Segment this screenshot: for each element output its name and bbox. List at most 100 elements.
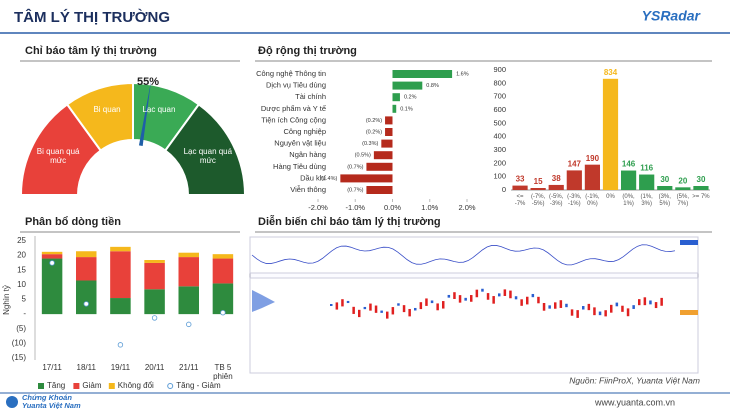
value-label: 0.1%: [400, 106, 413, 112]
image-candle: [453, 292, 456, 299]
bar: [392, 104, 397, 113]
bar: [392, 81, 423, 90]
bar: [373, 151, 393, 160]
value-label: 116: [640, 164, 653, 173]
x-tick-label: 17/11: [42, 363, 62, 372]
net-point: [83, 301, 89, 307]
image-candle: [447, 294, 451, 298]
image-candle: [531, 293, 535, 298]
net-point: [220, 309, 226, 316]
image-candle: [514, 296, 518, 300]
y-tick-label: 5: [22, 295, 27, 304]
bar-segment: [41, 254, 63, 259]
image-candle: [419, 302, 423, 310]
gauge-zone-label: Bi quan quá mức: [36, 146, 80, 165]
y-tick-label: -: [23, 309, 26, 318]
y-tick-label: (5): [16, 324, 26, 333]
image-candles: [252, 288, 663, 319]
category-label: Viễn thông: [290, 185, 326, 194]
image-candle: [520, 299, 523, 306]
bar-segment: [110, 298, 131, 315]
bar: [620, 170, 637, 190]
image-candle: [330, 304, 333, 306]
bar: [385, 116, 393, 125]
bar-segment: [144, 262, 165, 290]
x-tick-label: 1.0%: [421, 203, 438, 212]
bar: [392, 93, 400, 102]
panel-title: Độ rộng thị trường: [258, 45, 357, 57]
bar-segment: [41, 258, 63, 315]
legend-label: Tăng - Giảm: [176, 381, 221, 390]
x-tick-label: -2.0%: [308, 203, 328, 212]
source: Nguồn: FiinProX, Yuanta Việt Nam: [569, 375, 700, 385]
image-candle: [537, 296, 540, 304]
y-tick-label: 300: [493, 145, 506, 154]
bar-segment: [110, 251, 131, 299]
image-candle: [660, 297, 663, 306]
image-candle: [481, 288, 484, 292]
bar-segment: [212, 254, 234, 259]
value-label: 30: [660, 175, 669, 184]
bar-segment: [76, 251, 97, 258]
image-candle: [565, 303, 568, 308]
y-tick-label: 600: [493, 105, 506, 114]
url: www.yuanta.com.vn: [594, 397, 675, 407]
net-point: [117, 342, 124, 348]
image-candle: [649, 300, 652, 305]
company-name: Chứng Khoán: [22, 393, 72, 402]
image-candle: [464, 297, 467, 301]
bar-segment: [212, 258, 234, 284]
gauge-zone-label: Lạc quan: [142, 105, 176, 115]
x-tick-label: (3%, 5%): [658, 194, 671, 207]
x-tick-label: 0.0%: [384, 203, 401, 212]
gauge-zone-label: Lạc quan quá mức: [183, 146, 233, 165]
image-candle: [593, 307, 596, 316]
y-tick-label: 200: [493, 158, 506, 167]
category-label: Tài chính: [295, 92, 326, 101]
image-candle: [486, 293, 490, 300]
x-tick-label: 0%: [606, 194, 615, 200]
legend-swatch: [38, 383, 44, 389]
y-tick-label: 10: [17, 280, 26, 289]
panel-title: Chỉ báo tâm lý thị trường: [25, 45, 157, 57]
image-candle: [615, 302, 619, 307]
image-candle: [369, 303, 372, 311]
category-label: Nguyên vật liệu: [274, 139, 326, 148]
bar-segment: [76, 257, 97, 281]
bar: [366, 162, 393, 171]
x-tick-label: 2.0%: [458, 203, 475, 212]
image-candle: [582, 306, 585, 310]
technical-chart-image: [249, 236, 699, 374]
x-tick-label: 19/11: [110, 363, 131, 372]
category-label: Công nghệ Thông tin: [256, 69, 326, 78]
value-label: 15: [534, 177, 543, 186]
image-candle: [470, 295, 473, 302]
value-label: (1.4%): [321, 176, 337, 182]
image-candle: [391, 307, 395, 315]
net-point: [151, 315, 158, 321]
value-label: 834: [604, 68, 618, 77]
image-candle: [503, 289, 507, 296]
image-candle: [430, 300, 434, 304]
bar: [530, 188, 546, 190]
legend-swatch: [73, 383, 80, 389]
bar: [381, 139, 393, 148]
image-subpanel: [249, 277, 699, 374]
category-label: Hàng Tiêu dùng: [273, 162, 326, 171]
bar-segment: [212, 283, 234, 315]
value-label: 146: [622, 160, 636, 169]
image-line: [251, 244, 676, 266]
value-label: (0.2%): [366, 129, 382, 135]
category-label: Tiện ích Công cộng: [261, 115, 326, 124]
bar: [693, 186, 709, 190]
category-label: Công nghiệp: [283, 127, 326, 136]
bar-segment: [178, 257, 199, 287]
value-label: 190: [586, 154, 600, 163]
y-tick-label: (15): [12, 353, 27, 362]
gauge-value: 55%: [137, 76, 159, 88]
value-label: 147: [568, 160, 582, 169]
value-label: (0.3%): [362, 141, 378, 147]
image-candle: [548, 305, 551, 309]
bar: [657, 186, 673, 190]
